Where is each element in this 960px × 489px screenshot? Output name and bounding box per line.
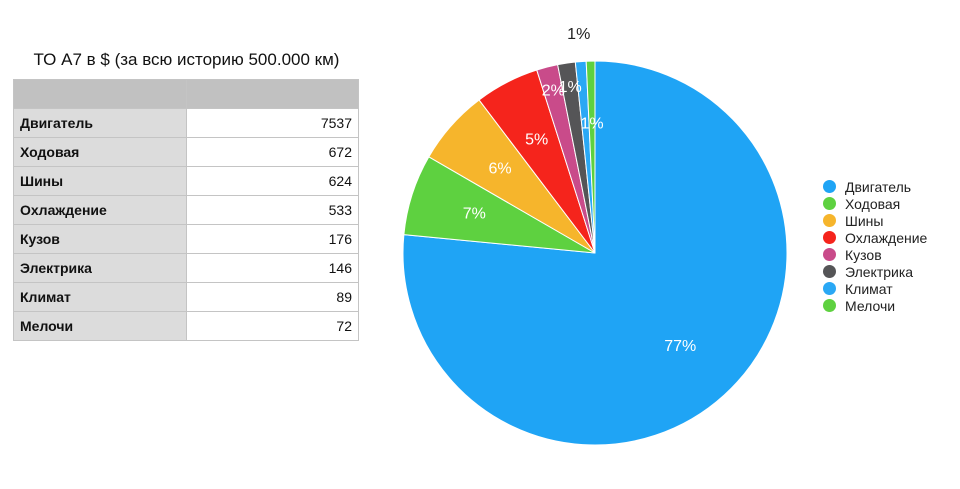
row-value: 672 bbox=[185, 137, 359, 167]
table-header-row bbox=[13, 79, 359, 109]
legend-swatch bbox=[823, 282, 836, 295]
legend-item: Охлаждение bbox=[823, 229, 927, 246]
slice-percent-label: 5% bbox=[525, 132, 548, 149]
legend-item: Кузов bbox=[823, 246, 927, 263]
pie-slice bbox=[585, 60, 596, 254]
row-label: Охлаждение bbox=[13, 195, 187, 225]
row-label: Мелочи bbox=[13, 311, 187, 341]
legend-swatch bbox=[823, 248, 836, 261]
slice-percent-label: 77% bbox=[664, 338, 696, 355]
row-value: 533 bbox=[185, 195, 359, 225]
legend-swatch bbox=[823, 299, 836, 312]
legend-label: Кузов bbox=[845, 246, 882, 263]
table-row: Ходовая 672 bbox=[13, 137, 359, 167]
legend-item: Ходовая bbox=[823, 195, 927, 212]
table-row: Охлаждение 533 bbox=[13, 195, 359, 225]
legend-label: Охлаждение bbox=[845, 229, 928, 246]
table-row: Шины 624 bbox=[13, 166, 359, 196]
slice-percent-label: 1% bbox=[559, 79, 582, 96]
row-label: Электрика bbox=[13, 253, 187, 283]
slice-percent-label: 2% bbox=[542, 82, 565, 99]
legend-swatch bbox=[823, 180, 836, 193]
legend-item: Электрика bbox=[823, 263, 927, 280]
table-row: Двигатель 7537 bbox=[13, 108, 359, 138]
legend-swatch bbox=[823, 265, 836, 278]
row-value: 176 bbox=[185, 224, 359, 254]
row-label: Двигатель bbox=[13, 108, 187, 138]
legend-swatch bbox=[823, 197, 836, 210]
legend-label: Шины bbox=[845, 212, 884, 229]
slice-percent-label: 6% bbox=[488, 160, 511, 177]
slice-percent-label: 1% bbox=[567, 26, 590, 43]
legend-item: Двигатель bbox=[823, 178, 927, 195]
table-title: ТО А7 в $ (за всю историю 500.000 км) bbox=[33, 50, 340, 69]
table-row: Кузов 176 bbox=[13, 224, 359, 254]
slice-percent-label: 1% bbox=[580, 116, 603, 133]
row-value: 72 bbox=[185, 311, 359, 341]
legend-label: Мелочи bbox=[845, 297, 896, 314]
row-label: Кузов bbox=[13, 224, 187, 254]
row-value: 7537 bbox=[185, 108, 359, 138]
row-value: 624 bbox=[185, 166, 359, 196]
row-value: 89 bbox=[185, 282, 359, 312]
slice-percent-label: 7% bbox=[463, 206, 486, 223]
table-row: Мелочи 72 bbox=[13, 311, 359, 341]
legend-label: Климат bbox=[845, 280, 893, 297]
chart-legend: Двигатель Ходовая Шины Охлаждение Кузов Элект… bbox=[823, 178, 927, 314]
legend-swatch bbox=[823, 214, 836, 227]
legend-label: Двигатель bbox=[845, 178, 912, 195]
table-row: Климат 89 bbox=[13, 282, 359, 312]
legend-label: Ходовая bbox=[845, 195, 901, 212]
legend-swatch bbox=[823, 231, 836, 244]
legend-item: Климат bbox=[823, 280, 927, 297]
row-label: Климат bbox=[13, 282, 187, 312]
legend-item: Шины bbox=[823, 212, 927, 229]
data-table: Двигатель 7537 Ходовая 672 Шины 624 Охлаждение… bbox=[13, 79, 359, 341]
legend-label: Электрика bbox=[845, 263, 914, 280]
legend-item: Мелочи bbox=[823, 297, 927, 314]
